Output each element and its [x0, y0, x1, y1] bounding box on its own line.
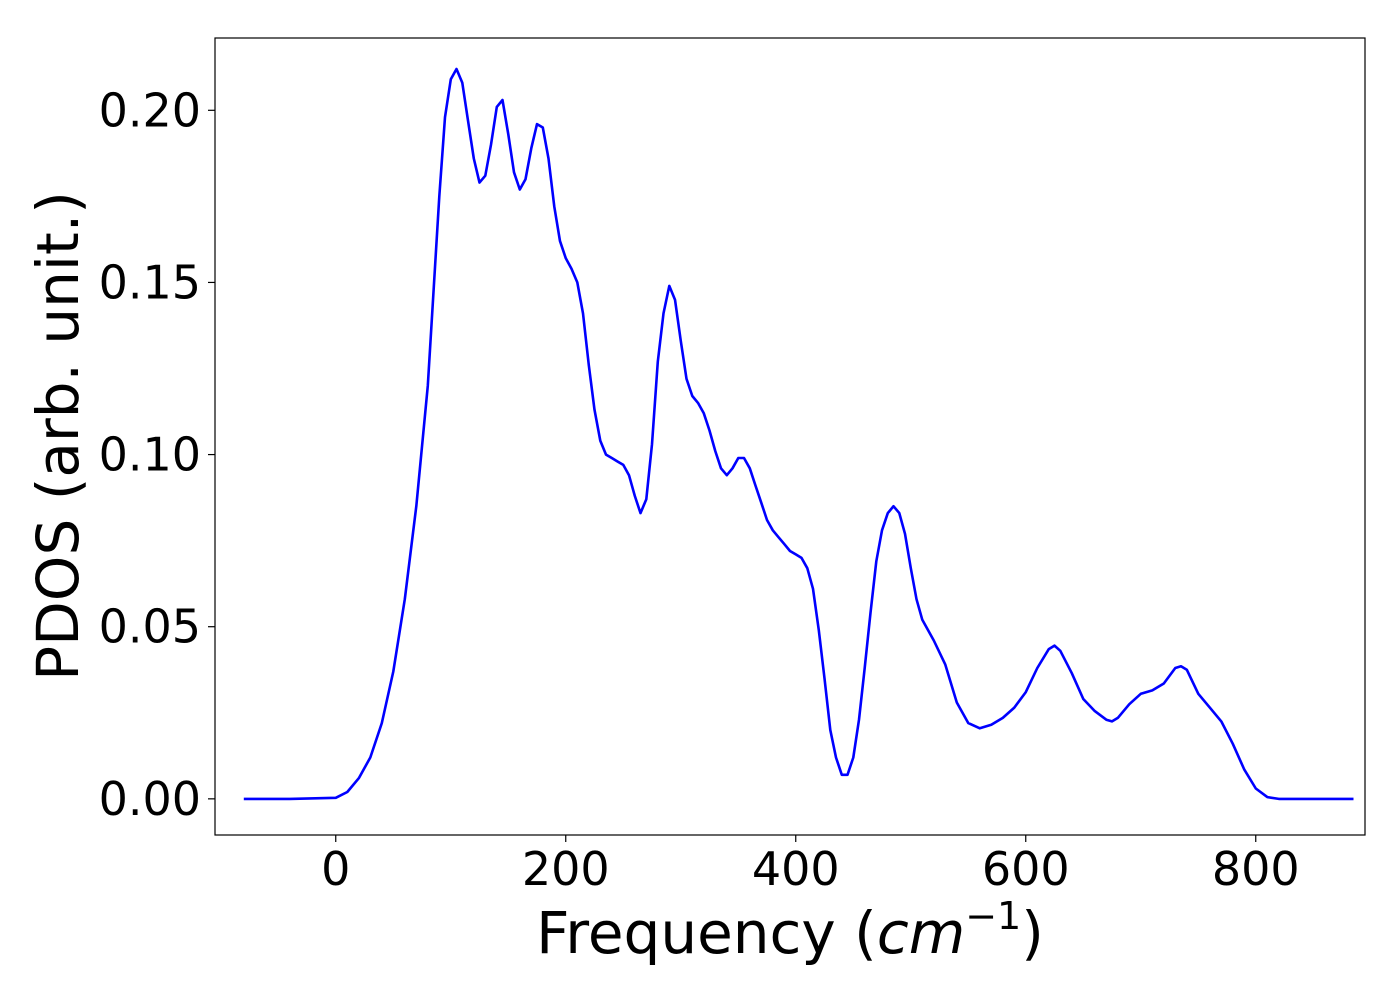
y-tick-label: 0.00	[99, 772, 201, 826]
y-tick-label: 0.10	[99, 428, 201, 482]
series-layer	[243, 67, 1354, 801]
x-axis-ticks: 0 200 400 600 800	[321, 835, 1300, 896]
x-axis-label: Frequency (cm−1)	[536, 894, 1044, 967]
x-tick-label: 200	[522, 842, 610, 896]
x-tick-label: 600	[982, 842, 1070, 896]
y-axis-label: PDOS (arb. unit.)	[24, 191, 92, 681]
y-tick-label: 0.05	[99, 600, 201, 654]
y-tick-label: 0.20	[99, 83, 201, 137]
x-tick-label: 800	[1212, 842, 1300, 896]
plot-area	[214, 37, 1366, 836]
pdos-line	[243, 67, 1354, 801]
y-axis-ticks: 0.00 0.05 0.10 0.15 0.20	[99, 83, 215, 826]
y-tick-label: 0.15	[99, 255, 201, 309]
x-tick-label: 0	[321, 842, 350, 896]
x-tick-label: 400	[752, 842, 840, 896]
